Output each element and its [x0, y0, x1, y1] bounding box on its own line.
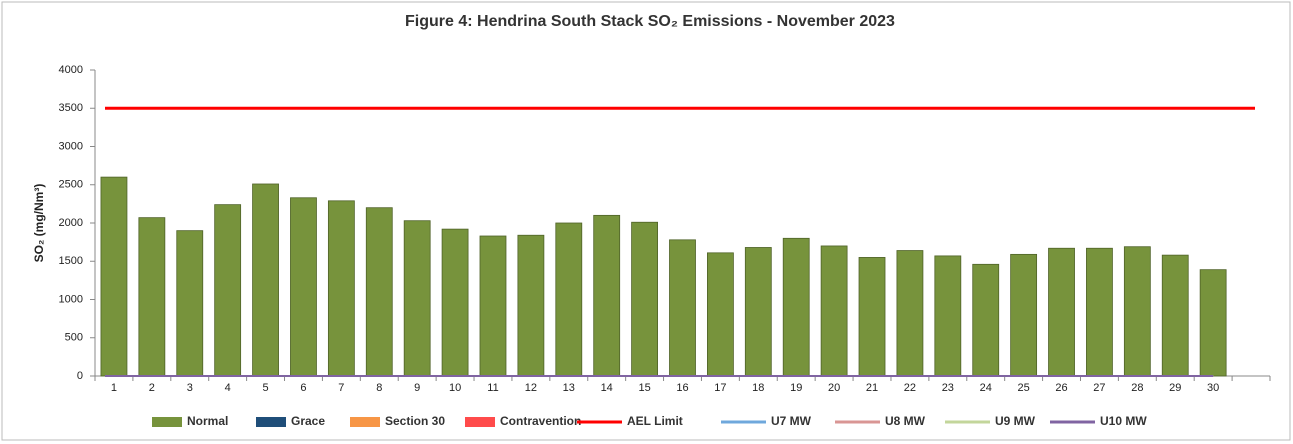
x-tick-label: 9: [414, 382, 420, 394]
x-tick-label: 30: [1207, 382, 1219, 394]
x-tick-label: 11: [487, 382, 498, 394]
bar: [707, 252, 734, 377]
y-tick-label: 3500: [59, 102, 83, 114]
legend-swatch: [465, 417, 495, 427]
y-tick-label: 4000: [59, 64, 83, 76]
x-tick-label: 25: [1018, 382, 1030, 394]
bar: [1048, 247, 1075, 377]
legend-swatch: [350, 417, 380, 427]
bar: [517, 234, 545, 377]
bar: [365, 207, 393, 377]
bar: [1199, 269, 1227, 377]
legend-label: Contravention: [500, 414, 581, 428]
y-tick-label: 0: [77, 370, 83, 382]
y-tick-label: 1000: [59, 293, 83, 305]
x-tick-label: 7: [338, 382, 344, 394]
x-tick-label: 14: [601, 382, 613, 394]
x-tick-label: 26: [1055, 382, 1067, 394]
legend-label: U10 MW: [1100, 414, 1147, 428]
bar: [858, 257, 886, 377]
x-tick-label: 6: [300, 382, 306, 394]
y-tick-label: 2500: [59, 179, 83, 191]
bar: [1086, 247, 1113, 377]
y-tick-label: 3000: [59, 140, 83, 152]
legend-label: Normal: [187, 414, 228, 428]
bar: [252, 183, 279, 377]
x-tick-label: 5: [263, 382, 269, 394]
legend-label: U9 MW: [995, 414, 1036, 428]
x-tick-label: 4: [225, 382, 231, 394]
legend-swatch: [256, 417, 286, 427]
legend-swatch: [152, 417, 182, 427]
x-tick-label: 27: [1093, 382, 1105, 394]
bar: [744, 247, 772, 377]
bar: [820, 245, 848, 377]
x-tick-label: 2: [149, 382, 155, 394]
x-tick-label: 20: [828, 382, 840, 394]
x-tick-label: 12: [525, 382, 537, 394]
bar: [100, 176, 128, 377]
x-tick-label: 15: [638, 382, 650, 394]
bar: [782, 237, 810, 377]
x-tick-label: 18: [752, 382, 764, 394]
x-tick-label: 8: [376, 382, 382, 394]
bar: [896, 250, 924, 377]
x-tick-label: 24: [980, 382, 992, 394]
bar: [593, 214, 621, 377]
x-tick-label: 13: [563, 382, 575, 394]
bar: [327, 200, 355, 377]
y-axis-label: SO₂ (mg/Nm³): [32, 184, 46, 263]
x-tick-label: 29: [1169, 382, 1181, 394]
bar: [555, 222, 583, 377]
bar: [290, 197, 317, 377]
bar: [934, 255, 962, 377]
bar: [403, 220, 431, 377]
x-tick-label: 22: [904, 382, 916, 394]
bar: [479, 235, 507, 377]
x-tick-label: 16: [676, 382, 688, 394]
bar: [972, 263, 1000, 377]
bar: [631, 221, 658, 377]
legend-label: Grace: [291, 414, 325, 428]
y-tick-label: 2000: [59, 217, 83, 229]
legend-label: U8 MW: [885, 414, 926, 428]
legend-label: Section 30: [385, 414, 445, 428]
x-tick-label: 17: [714, 382, 726, 394]
x-tick-label: 3: [187, 382, 193, 394]
x-tick-label: 21: [866, 382, 878, 394]
x-tick-label: 10: [449, 382, 461, 394]
bar: [1161, 254, 1189, 377]
bar: [214, 204, 242, 377]
bar: [441, 228, 469, 377]
x-tick-label: 19: [790, 382, 802, 394]
chart-title: Figure 4: Hendrina South Stack SO₂ Emiss…: [405, 13, 895, 30]
x-tick-label: 1: [111, 382, 117, 394]
bar: [138, 217, 166, 377]
legend-label: AEL Limit: [627, 414, 683, 428]
bar: [669, 239, 696, 377]
x-tick-label: 23: [942, 382, 954, 394]
bar: [1123, 246, 1151, 377]
y-tick-label: 500: [65, 332, 83, 344]
y-tick-label: 1500: [59, 255, 83, 267]
x-tick-label: 28: [1131, 382, 1143, 394]
legend-label: U7 MW: [771, 414, 812, 428]
bar: [176, 230, 204, 377]
bar: [1010, 253, 1038, 377]
